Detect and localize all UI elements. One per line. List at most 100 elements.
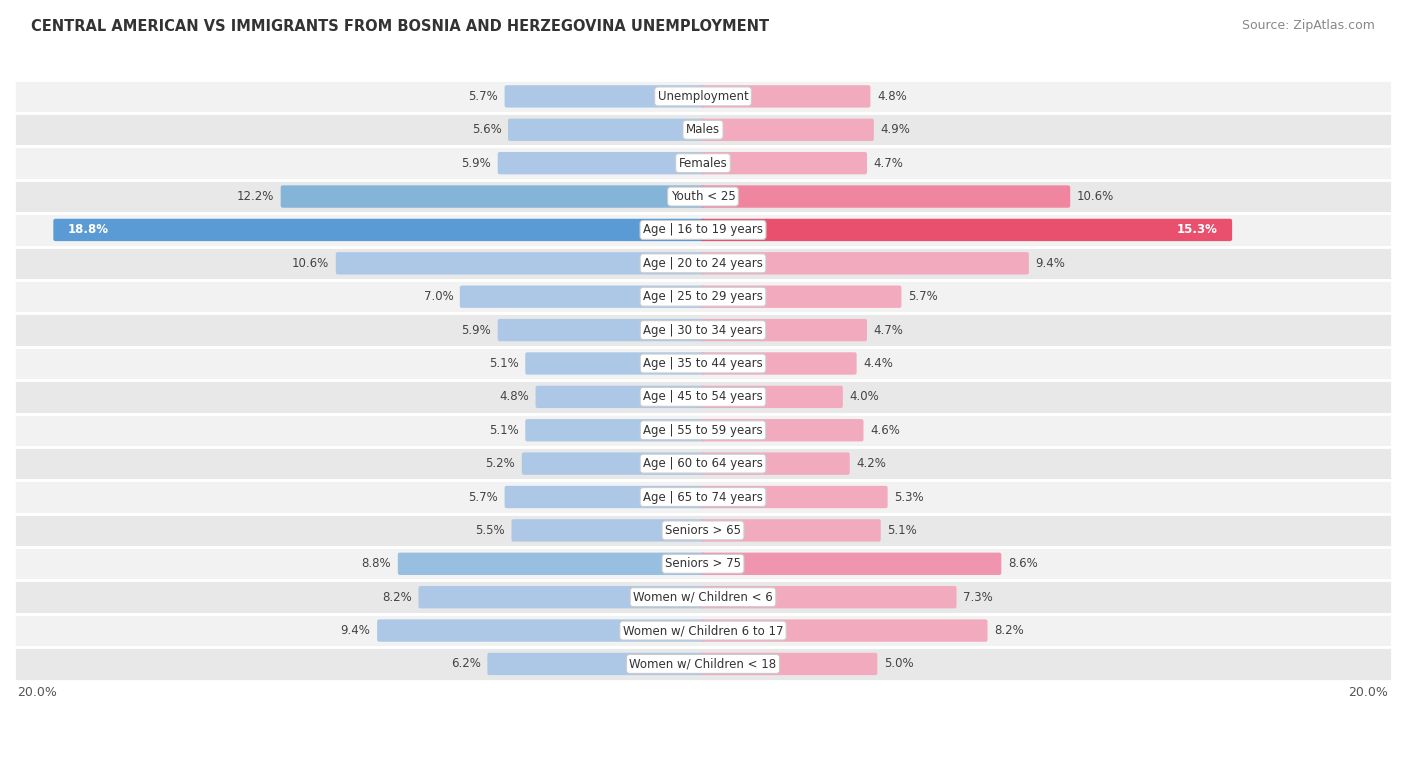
Text: 5.0%: 5.0% bbox=[884, 657, 914, 671]
Text: Males: Males bbox=[686, 123, 720, 136]
Bar bbox=[14, 380, 1392, 413]
FancyBboxPatch shape bbox=[702, 119, 875, 141]
Text: Age | 45 to 54 years: Age | 45 to 54 years bbox=[643, 391, 763, 403]
FancyBboxPatch shape bbox=[702, 619, 987, 642]
FancyBboxPatch shape bbox=[505, 486, 704, 508]
Text: Women w/ Children 6 to 17: Women w/ Children 6 to 17 bbox=[623, 624, 783, 637]
Text: 10.6%: 10.6% bbox=[292, 257, 329, 269]
Text: Women w/ Children < 6: Women w/ Children < 6 bbox=[633, 590, 773, 603]
Text: Females: Females bbox=[679, 157, 727, 170]
Text: 5.7%: 5.7% bbox=[468, 491, 498, 503]
Bar bbox=[14, 79, 1392, 113]
FancyBboxPatch shape bbox=[702, 486, 887, 508]
Text: Seniors > 75: Seniors > 75 bbox=[665, 557, 741, 570]
Bar bbox=[14, 280, 1392, 313]
Bar bbox=[14, 113, 1392, 146]
Text: Youth < 25: Youth < 25 bbox=[671, 190, 735, 203]
Text: Age | 25 to 29 years: Age | 25 to 29 years bbox=[643, 290, 763, 304]
Text: 8.2%: 8.2% bbox=[994, 624, 1024, 637]
FancyBboxPatch shape bbox=[526, 419, 704, 441]
Text: 5.7%: 5.7% bbox=[468, 90, 498, 103]
Text: Seniors > 65: Seniors > 65 bbox=[665, 524, 741, 537]
Bar bbox=[14, 447, 1392, 481]
Text: Age | 16 to 19 years: Age | 16 to 19 years bbox=[643, 223, 763, 236]
FancyBboxPatch shape bbox=[377, 619, 704, 642]
Bar bbox=[14, 614, 1392, 647]
Text: 5.3%: 5.3% bbox=[894, 491, 924, 503]
Text: 8.6%: 8.6% bbox=[1008, 557, 1038, 570]
Text: Age | 65 to 74 years: Age | 65 to 74 years bbox=[643, 491, 763, 503]
Text: Age | 60 to 64 years: Age | 60 to 64 years bbox=[643, 457, 763, 470]
FancyBboxPatch shape bbox=[398, 553, 704, 575]
Text: 12.2%: 12.2% bbox=[236, 190, 274, 203]
FancyBboxPatch shape bbox=[702, 219, 1232, 241]
Bar bbox=[14, 514, 1392, 547]
Text: Age | 30 to 34 years: Age | 30 to 34 years bbox=[643, 323, 763, 337]
FancyBboxPatch shape bbox=[702, 453, 849, 475]
FancyBboxPatch shape bbox=[702, 86, 870, 107]
FancyBboxPatch shape bbox=[702, 385, 842, 408]
Text: 4.7%: 4.7% bbox=[873, 323, 904, 337]
FancyBboxPatch shape bbox=[505, 86, 704, 107]
Text: 8.2%: 8.2% bbox=[382, 590, 412, 603]
Text: 7.3%: 7.3% bbox=[963, 590, 993, 603]
Text: 4.9%: 4.9% bbox=[880, 123, 910, 136]
Text: 5.2%: 5.2% bbox=[485, 457, 515, 470]
FancyBboxPatch shape bbox=[702, 586, 956, 609]
Text: 4.8%: 4.8% bbox=[499, 391, 529, 403]
FancyBboxPatch shape bbox=[281, 185, 704, 207]
FancyBboxPatch shape bbox=[508, 119, 704, 141]
Text: 5.9%: 5.9% bbox=[461, 157, 491, 170]
FancyBboxPatch shape bbox=[536, 385, 704, 408]
Text: Age | 55 to 59 years: Age | 55 to 59 years bbox=[643, 424, 763, 437]
FancyBboxPatch shape bbox=[702, 319, 868, 341]
Text: 4.8%: 4.8% bbox=[877, 90, 907, 103]
Bar bbox=[14, 647, 1392, 681]
FancyBboxPatch shape bbox=[526, 352, 704, 375]
Text: 5.1%: 5.1% bbox=[887, 524, 917, 537]
Bar bbox=[14, 313, 1392, 347]
Text: 10.6%: 10.6% bbox=[1077, 190, 1114, 203]
Text: 18.8%: 18.8% bbox=[67, 223, 108, 236]
Bar bbox=[14, 481, 1392, 514]
FancyBboxPatch shape bbox=[702, 553, 1001, 575]
FancyBboxPatch shape bbox=[702, 519, 880, 541]
Text: 5.1%: 5.1% bbox=[489, 424, 519, 437]
Bar bbox=[14, 180, 1392, 213]
Text: 5.6%: 5.6% bbox=[472, 123, 502, 136]
Text: 20.0%: 20.0% bbox=[17, 686, 58, 699]
Text: 5.9%: 5.9% bbox=[461, 323, 491, 337]
FancyBboxPatch shape bbox=[522, 453, 704, 475]
FancyBboxPatch shape bbox=[702, 419, 863, 441]
Text: 4.0%: 4.0% bbox=[849, 391, 879, 403]
Bar bbox=[14, 547, 1392, 581]
FancyBboxPatch shape bbox=[460, 285, 704, 308]
FancyBboxPatch shape bbox=[702, 152, 868, 174]
FancyBboxPatch shape bbox=[702, 352, 856, 375]
FancyBboxPatch shape bbox=[419, 586, 704, 609]
Text: 9.4%: 9.4% bbox=[340, 624, 371, 637]
Text: 20.0%: 20.0% bbox=[1348, 686, 1389, 699]
Text: Women w/ Children < 18: Women w/ Children < 18 bbox=[630, 657, 776, 671]
FancyBboxPatch shape bbox=[336, 252, 704, 275]
Text: 15.3%: 15.3% bbox=[1177, 223, 1218, 236]
Text: Age | 20 to 24 years: Age | 20 to 24 years bbox=[643, 257, 763, 269]
Text: Age | 35 to 44 years: Age | 35 to 44 years bbox=[643, 357, 763, 370]
Text: 4.6%: 4.6% bbox=[870, 424, 900, 437]
FancyBboxPatch shape bbox=[702, 653, 877, 675]
Text: 9.4%: 9.4% bbox=[1035, 257, 1066, 269]
Bar bbox=[14, 146, 1392, 180]
FancyBboxPatch shape bbox=[498, 152, 704, 174]
Text: 5.1%: 5.1% bbox=[489, 357, 519, 370]
Bar bbox=[14, 413, 1392, 447]
FancyBboxPatch shape bbox=[702, 185, 1070, 207]
FancyBboxPatch shape bbox=[498, 319, 704, 341]
Text: 6.2%: 6.2% bbox=[451, 657, 481, 671]
Bar bbox=[14, 213, 1392, 247]
Text: 8.8%: 8.8% bbox=[361, 557, 391, 570]
FancyBboxPatch shape bbox=[512, 519, 704, 541]
Text: 4.4%: 4.4% bbox=[863, 357, 893, 370]
Text: Source: ZipAtlas.com: Source: ZipAtlas.com bbox=[1241, 19, 1375, 32]
FancyBboxPatch shape bbox=[702, 285, 901, 308]
FancyBboxPatch shape bbox=[488, 653, 704, 675]
